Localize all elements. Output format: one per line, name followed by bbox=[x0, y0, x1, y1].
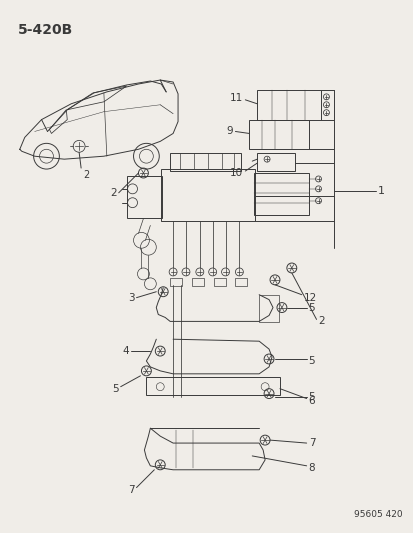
Bar bbox=[170, 278, 182, 286]
Text: 5: 5 bbox=[308, 356, 314, 366]
Text: 5: 5 bbox=[308, 303, 314, 312]
Bar bbox=[126, 176, 162, 217]
Text: 2: 2 bbox=[110, 188, 116, 198]
Bar bbox=[213, 278, 225, 286]
Text: 5: 5 bbox=[308, 392, 314, 401]
Bar bbox=[192, 278, 203, 286]
Bar bbox=[259, 295, 278, 322]
Bar bbox=[256, 153, 294, 171]
Text: 2: 2 bbox=[83, 170, 89, 180]
Text: 12: 12 bbox=[303, 293, 316, 303]
Bar bbox=[249, 119, 308, 149]
Text: 4: 4 bbox=[122, 346, 128, 356]
Text: 7: 7 bbox=[128, 484, 134, 495]
Bar bbox=[256, 90, 321, 119]
Text: 10: 10 bbox=[230, 168, 243, 178]
Text: 5: 5 bbox=[112, 384, 119, 394]
Text: 9: 9 bbox=[226, 126, 233, 136]
Bar bbox=[146, 377, 279, 394]
Bar bbox=[235, 278, 247, 286]
Bar bbox=[254, 173, 308, 215]
Text: 1: 1 bbox=[377, 186, 384, 196]
Text: 2: 2 bbox=[318, 317, 324, 326]
Text: 95605 420: 95605 420 bbox=[353, 510, 402, 519]
Text: 11: 11 bbox=[230, 93, 243, 103]
Text: 5-420B: 5-420B bbox=[18, 23, 73, 37]
Text: 6: 6 bbox=[308, 395, 314, 406]
Bar bbox=[170, 153, 241, 171]
Text: 3: 3 bbox=[128, 293, 134, 303]
Bar bbox=[161, 169, 254, 221]
Text: 8: 8 bbox=[308, 463, 314, 473]
Text: 7: 7 bbox=[308, 438, 314, 448]
